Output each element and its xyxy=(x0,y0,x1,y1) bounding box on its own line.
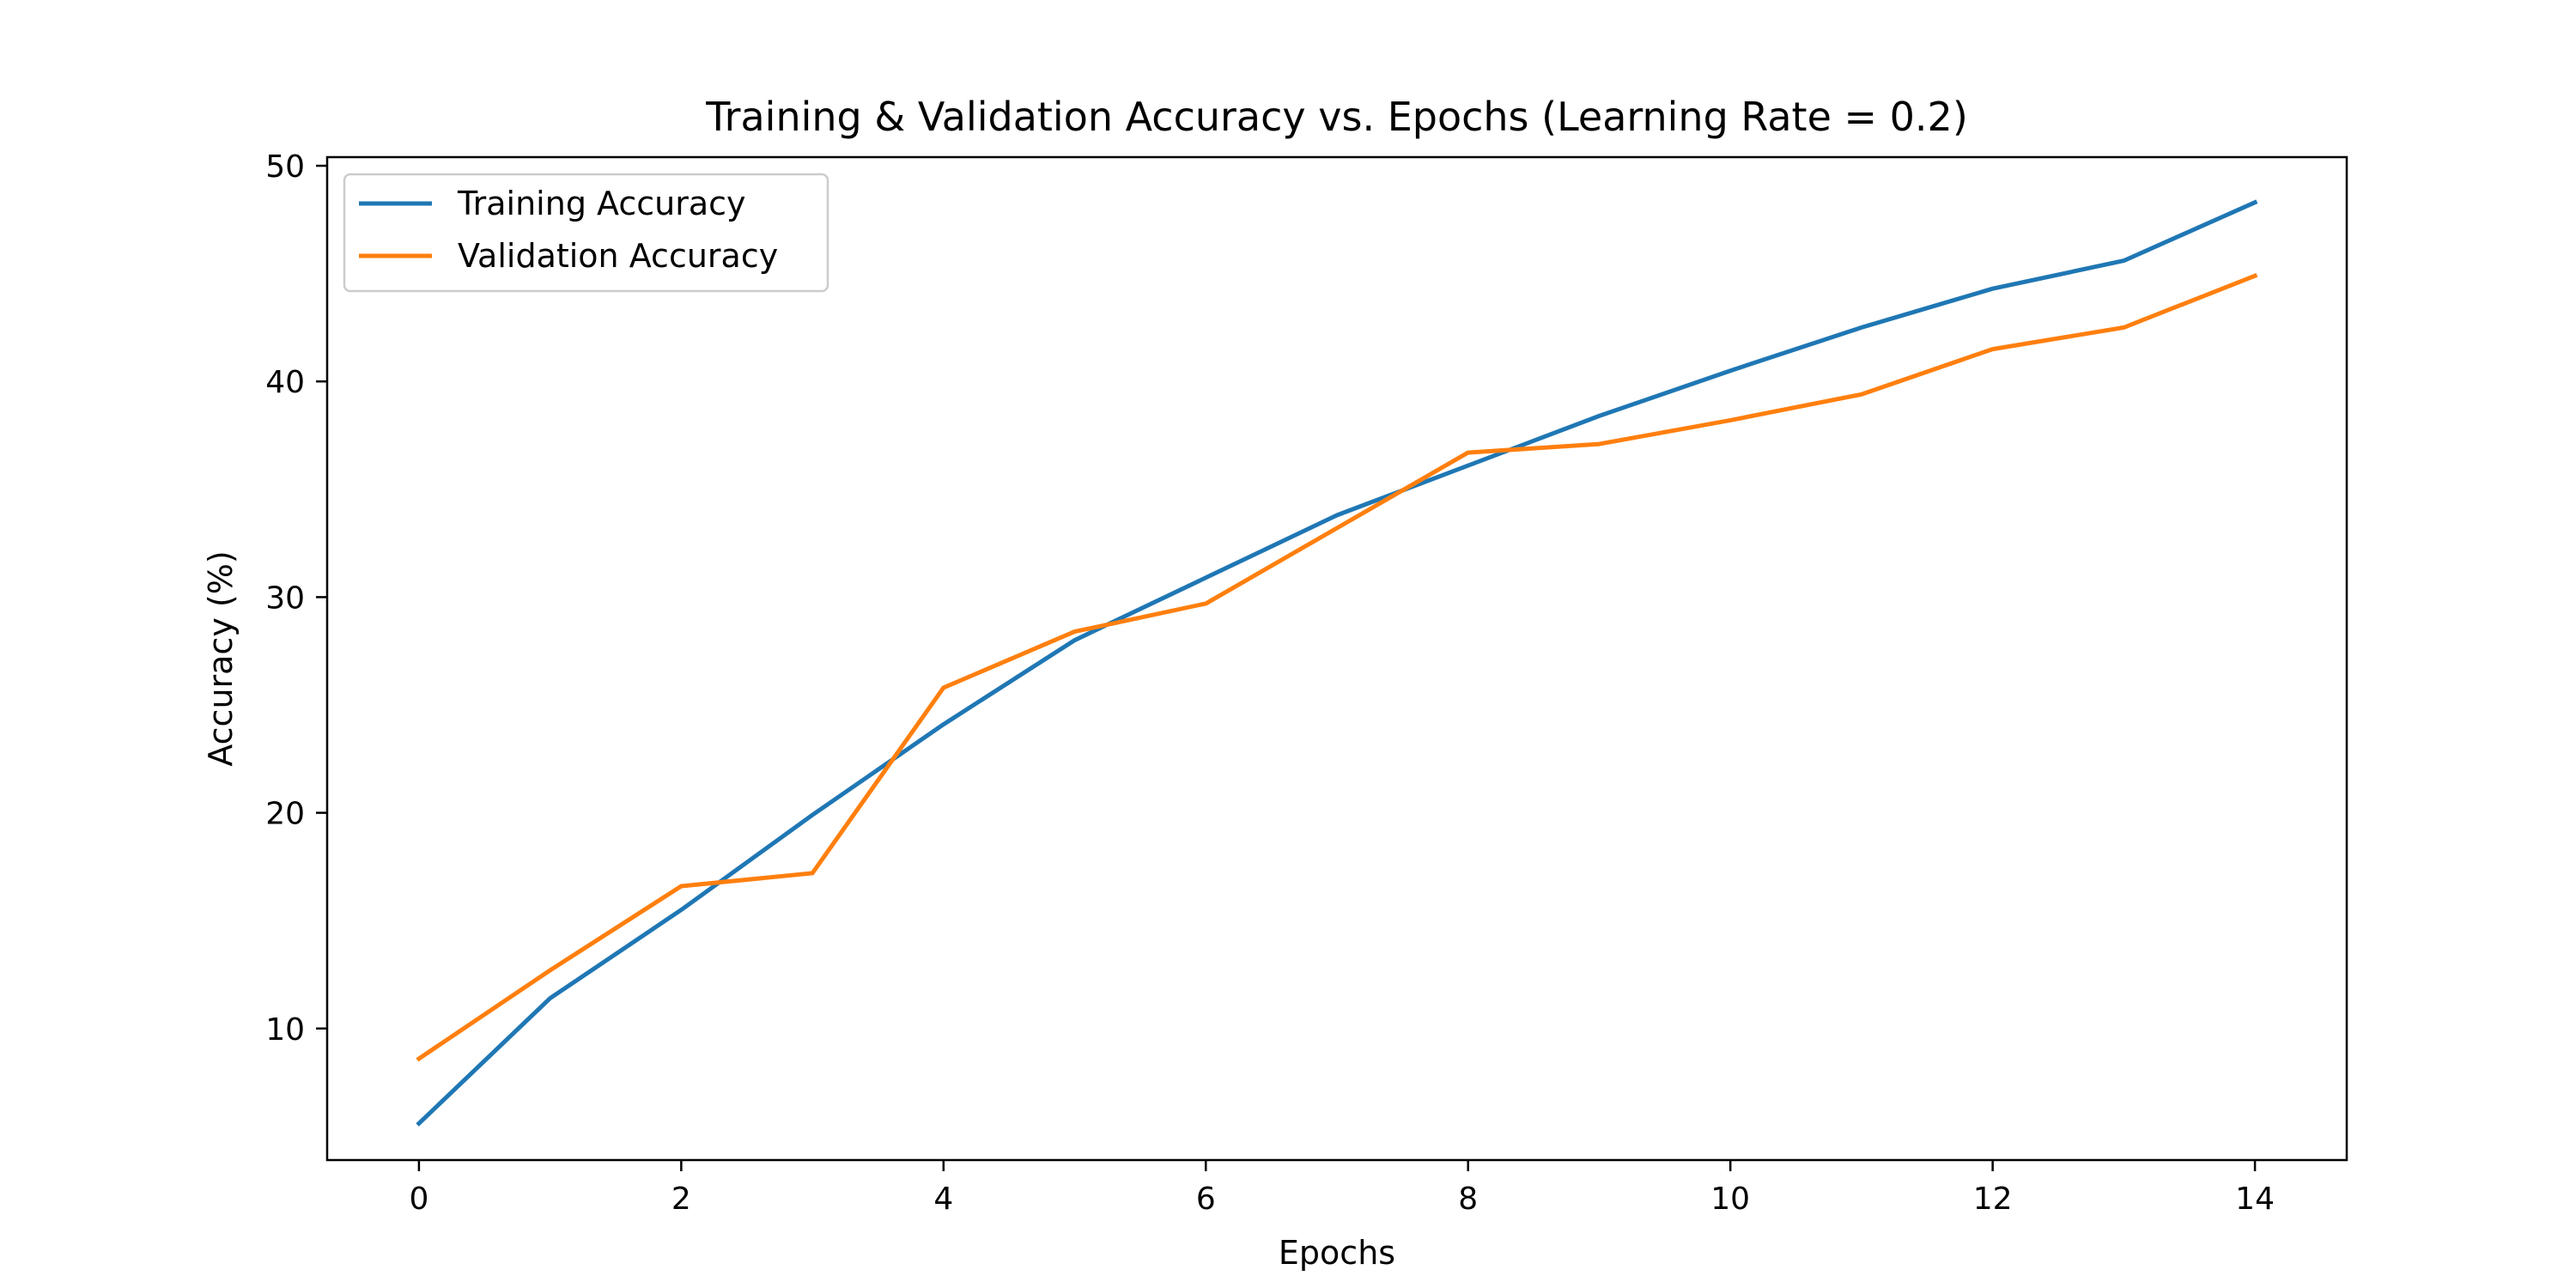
legend-box xyxy=(343,173,829,293)
y-tick-label: 50 xyxy=(265,149,305,185)
y-tick-label: 20 xyxy=(265,797,305,832)
x-axis: 0 2 4 6 8 10 12 14 xyxy=(409,1160,2275,1217)
series-line-1 xyxy=(416,272,2258,1062)
legend-label-1: Validation Accuracy xyxy=(458,237,778,275)
x-tick-label: 6 xyxy=(1196,1182,1216,1217)
x-tick-label: 4 xyxy=(933,1182,953,1217)
series-layer xyxy=(416,199,2258,1127)
legend-label-0: Training Accuracy xyxy=(457,185,746,222)
plot-area xyxy=(325,155,2348,1162)
x-axis-label: Epochs xyxy=(1279,1234,1395,1272)
legend: Training Accuracy Validation Accuracy xyxy=(343,173,829,293)
y-axis-label: Accuracy (%) xyxy=(202,550,240,766)
x-tick-label: 10 xyxy=(1710,1182,1750,1217)
chart-title: Training & Validation Accuracy vs. Epoch… xyxy=(705,94,1968,140)
x-tick-label: 0 xyxy=(409,1182,428,1217)
x-tick-label: 14 xyxy=(2235,1182,2275,1217)
legend-items: Training Accuracy Validation Accuracy xyxy=(359,185,778,275)
y-axis: 10 20 30 40 50 xyxy=(265,149,327,1048)
x-tick-label: 2 xyxy=(671,1182,691,1217)
plot-frame xyxy=(325,155,2348,1162)
y-tick-label: 10 xyxy=(265,1012,305,1048)
y-tick-label: 40 xyxy=(265,365,305,400)
y-tick-label: 30 xyxy=(265,580,305,616)
x-tick-label: 12 xyxy=(1973,1182,2013,1217)
series-line-0 xyxy=(416,199,2258,1127)
x-tick-label: 8 xyxy=(1458,1182,1478,1217)
